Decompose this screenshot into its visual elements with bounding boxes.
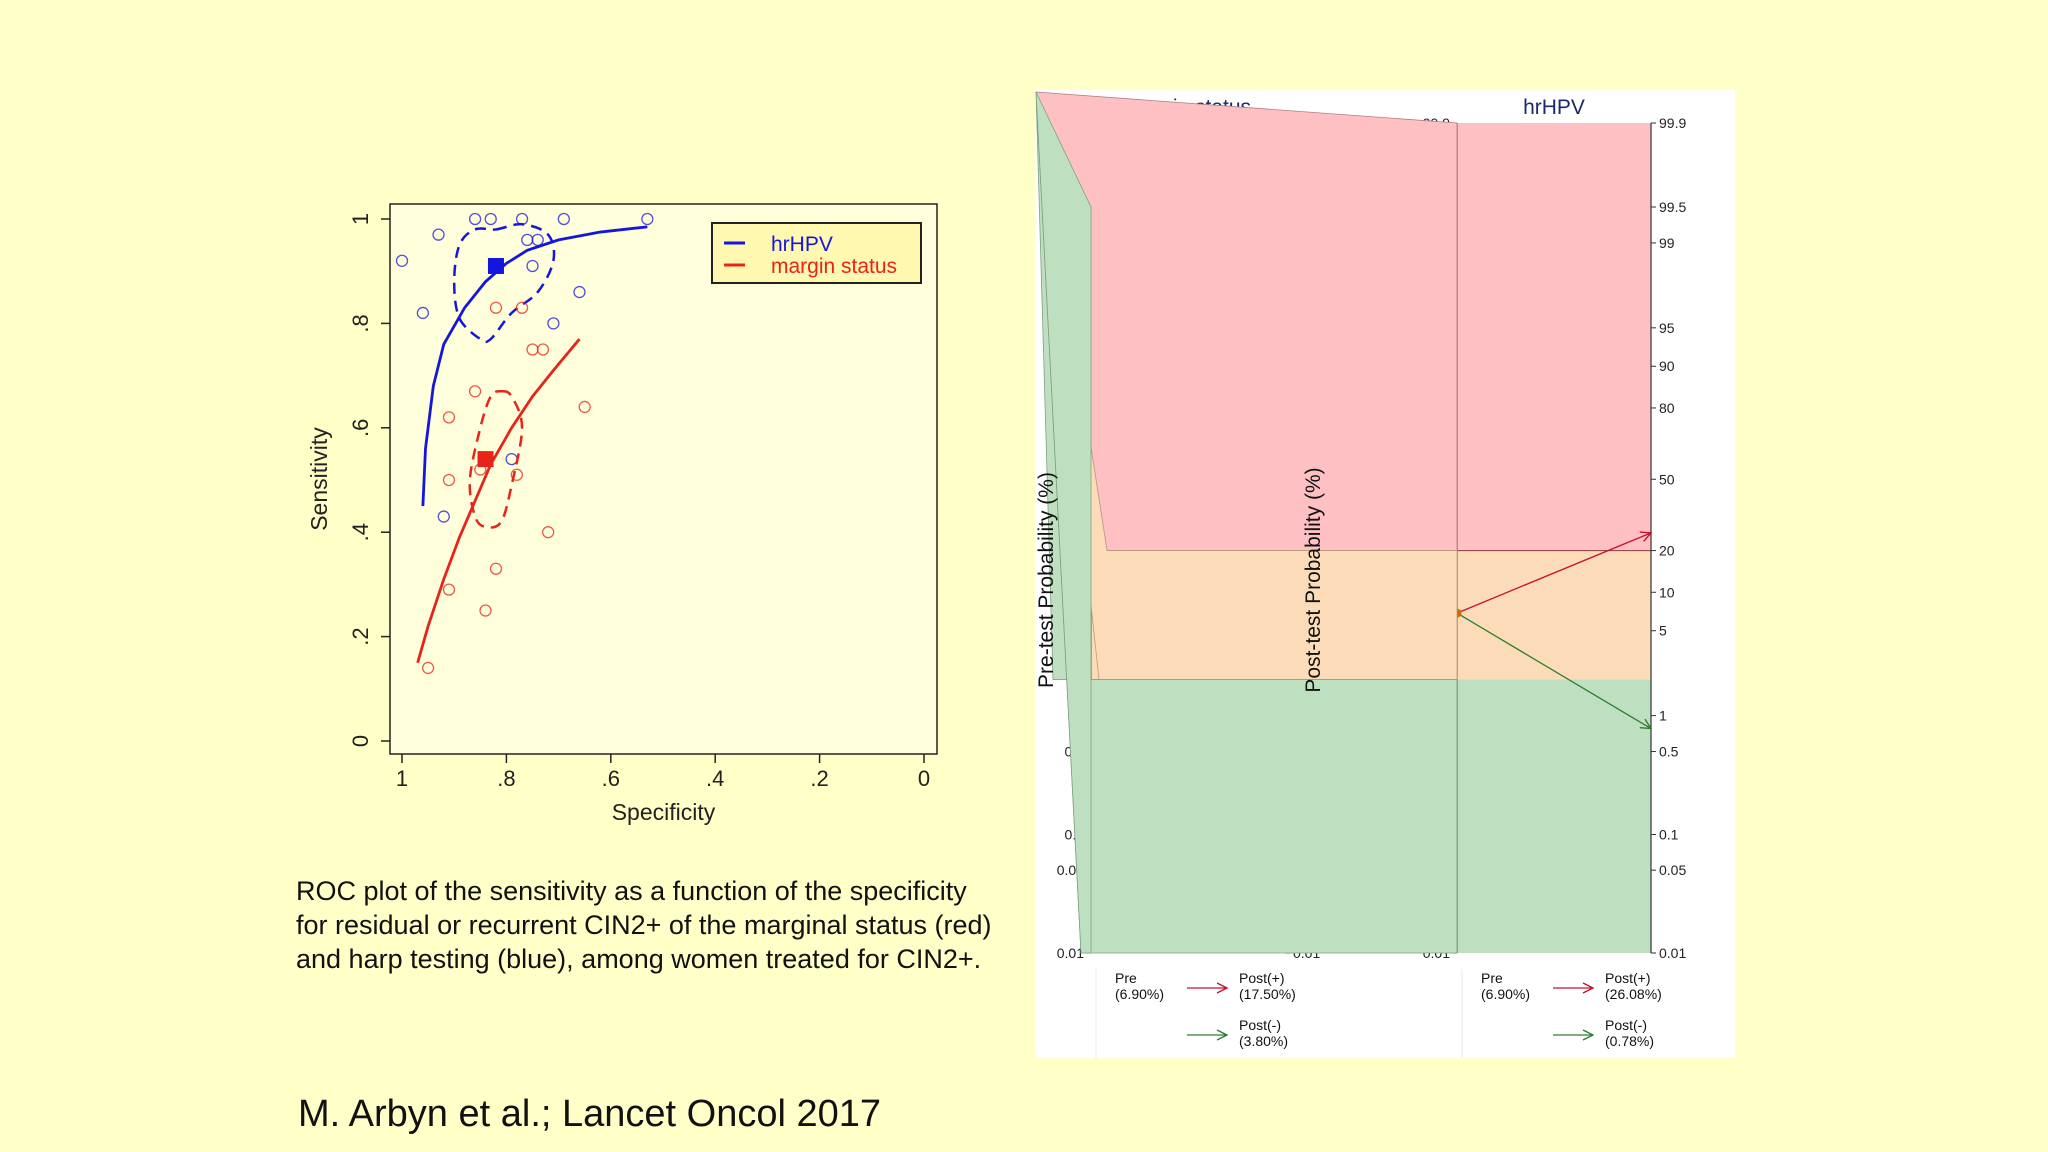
margin-status-legend-pos: Post(+) xyxy=(1239,970,1285,986)
hrhpv-study-point xyxy=(557,212,570,226)
hrhpv-tick-label: 1 xyxy=(1659,708,1667,724)
hrhpv-study-point xyxy=(641,212,654,226)
y-tick-label: .4 xyxy=(348,523,373,541)
citation: M. Arbyn et al.; Lancet Oncol 2017 xyxy=(298,1093,882,1135)
hrhpv-legend-pre: Pre xyxy=(1481,970,1503,986)
roc-chart: 1 .8 .6 .4 .2 0 0 .2 .4 .6 .8 1 Specificity Sensitivi… xyxy=(306,203,938,825)
y-tick-label: .6 xyxy=(348,419,373,437)
hrhpv-confidence-region xyxy=(452,222,556,344)
y-tick-label: 1 xyxy=(348,213,373,225)
hrhpv-tick-label: 10 xyxy=(1659,584,1675,600)
y-tick-label: 0 xyxy=(348,735,373,747)
margin-status-legend-pre-value: (6.90%) xyxy=(1115,986,1164,1002)
margin-status-legend-neg: Post(-) xyxy=(1239,1017,1281,1033)
hrhpv-nomogram: 0.010.050.10.5151020508090959999.599.90.… xyxy=(1423,115,1686,1058)
hrhpv-tick-label: 50 xyxy=(1659,471,1675,487)
margin-status-study-point xyxy=(442,583,456,596)
hrhpv-legend-neg: Post(-) xyxy=(1605,1017,1647,1033)
hrhpv-tick-label: 90 xyxy=(1659,358,1675,374)
hrhpv-tick-label: 20 xyxy=(1659,543,1675,559)
hrhpv-study-point xyxy=(484,212,497,226)
margin-status-study-point xyxy=(542,526,555,539)
margin-status-study-point xyxy=(510,468,523,481)
x-tick-label: .8 xyxy=(497,766,515,791)
figure-caption: ROC plot of the sensitivity as a functio… xyxy=(296,874,1056,976)
hrhpv-study-point xyxy=(573,285,586,299)
margin-status-study-point xyxy=(536,343,550,356)
hrhpv-study-point xyxy=(416,306,430,320)
margin-status-summary-point xyxy=(477,451,494,468)
margin-status-legend-pos-value: (17.50%) xyxy=(1239,986,1296,1002)
y-axis-label: Sensitivity xyxy=(306,427,332,531)
hrhpv-tick-label: 0.01 xyxy=(1659,945,1686,961)
hrhpv-tick-label: 0.05 xyxy=(1659,862,1686,878)
hrhpv-sroc-curve xyxy=(421,225,648,507)
margin-status-study-point xyxy=(578,400,591,414)
post-test-axis-title: Post-test Probability (%) xyxy=(1302,467,1325,692)
hrhpv-tick-label: 0.5 xyxy=(1659,744,1679,760)
margin-status-legend-neg-value: (3.80%) xyxy=(1239,1033,1288,1049)
x-tick-label: .4 xyxy=(706,766,724,791)
overlay-fan-red xyxy=(1035,91,1458,551)
x-tick-label: .6 xyxy=(602,766,620,791)
caption-line-2: for residual or recurrent CIN2+ of the m… xyxy=(296,910,992,940)
margin-status-study-point xyxy=(489,562,503,575)
legend-box xyxy=(711,222,922,284)
hrhpv-study-point xyxy=(468,212,482,226)
hrhpv-study-point xyxy=(395,254,409,267)
hrhpv-positive-arrow xyxy=(1456,533,1651,614)
hrhpv-study-point xyxy=(526,259,539,273)
hrhpv-tick-label: 5 xyxy=(1659,623,1667,639)
hrhpv-study-point xyxy=(531,233,544,247)
hrhpv-band-green xyxy=(1457,679,1651,953)
y-tick-label: .2 xyxy=(348,627,373,645)
margin-status-legend-pre: Pre xyxy=(1115,970,1137,986)
legend-label-hrhpv: hrHPV xyxy=(771,233,833,256)
hrhpv-tick-label: 99.5 xyxy=(1659,199,1686,215)
hrhpv-legend-pos-value: (26.08%) xyxy=(1605,986,1662,1002)
margin-status-study-point xyxy=(468,385,482,398)
hrhpv-summary-point xyxy=(487,257,504,274)
margin-status-study-point xyxy=(479,604,492,617)
legend-label-margin-status: margin status xyxy=(771,255,897,278)
margin-status-study-point xyxy=(421,661,435,675)
margin-status-study-point xyxy=(442,473,456,487)
fagan-nomogram-chart: 0.010.050.10.5151020508090959999.50.010.… xyxy=(1035,90,1735,1058)
hrhpv-negative-arrow xyxy=(1456,612,1651,728)
hrhpv-panel-title: hrHPV xyxy=(1523,96,1585,119)
hrhpv-study-point xyxy=(432,228,445,241)
hrhpv-legend-pre-value: (6.90%) xyxy=(1481,986,1530,1002)
caption-line-3: and harp testing (blue), among women tre… xyxy=(296,944,982,974)
x-tick-label: .2 xyxy=(810,766,828,791)
hrhpv-study-point xyxy=(437,510,450,523)
roc-plot-area xyxy=(389,203,938,755)
margin-status-study-point xyxy=(442,411,456,424)
margin-status-study-point xyxy=(515,301,529,314)
hrhpv-band-orange xyxy=(1457,550,1651,680)
x-axis-label: Specificity xyxy=(612,799,716,825)
y-tick-label: .8 xyxy=(348,314,373,332)
margin-status-sroc-curve xyxy=(416,338,581,664)
margin-status-study-point xyxy=(489,301,503,314)
hrhpv-tick-label: 0.1 xyxy=(1659,827,1679,843)
x-tick-label: 0 xyxy=(918,766,930,791)
hrhpv-legend-pos: Post(+) xyxy=(1605,970,1651,986)
margin-status-tick-label: 0.01 xyxy=(1057,945,1084,961)
hrhpv-tick-label: 95 xyxy=(1659,320,1675,336)
hrhpv-study-point xyxy=(547,317,560,330)
hrhpv-band-red xyxy=(1457,123,1651,551)
caption-line-1: ROC plot of the sensitivity as a functio… xyxy=(296,876,967,906)
x-tick-label: 1 xyxy=(396,766,408,791)
hrhpv-study-point xyxy=(515,212,529,226)
pre-test-axis-title: Pre-test Probability (%) xyxy=(1035,472,1058,688)
hrhpv-tick-label: 99.9 xyxy=(1659,115,1686,131)
margin-status-confidence-region xyxy=(468,389,524,529)
hrhpv-tick-label: 99 xyxy=(1659,235,1675,251)
overlay-fan xyxy=(1035,91,1458,954)
hrhpv-legend-neg-value: (0.78%) xyxy=(1605,1033,1654,1049)
hrhpv-tick-label: 80 xyxy=(1659,400,1675,416)
overlay-fan-sliver xyxy=(1035,91,1092,954)
